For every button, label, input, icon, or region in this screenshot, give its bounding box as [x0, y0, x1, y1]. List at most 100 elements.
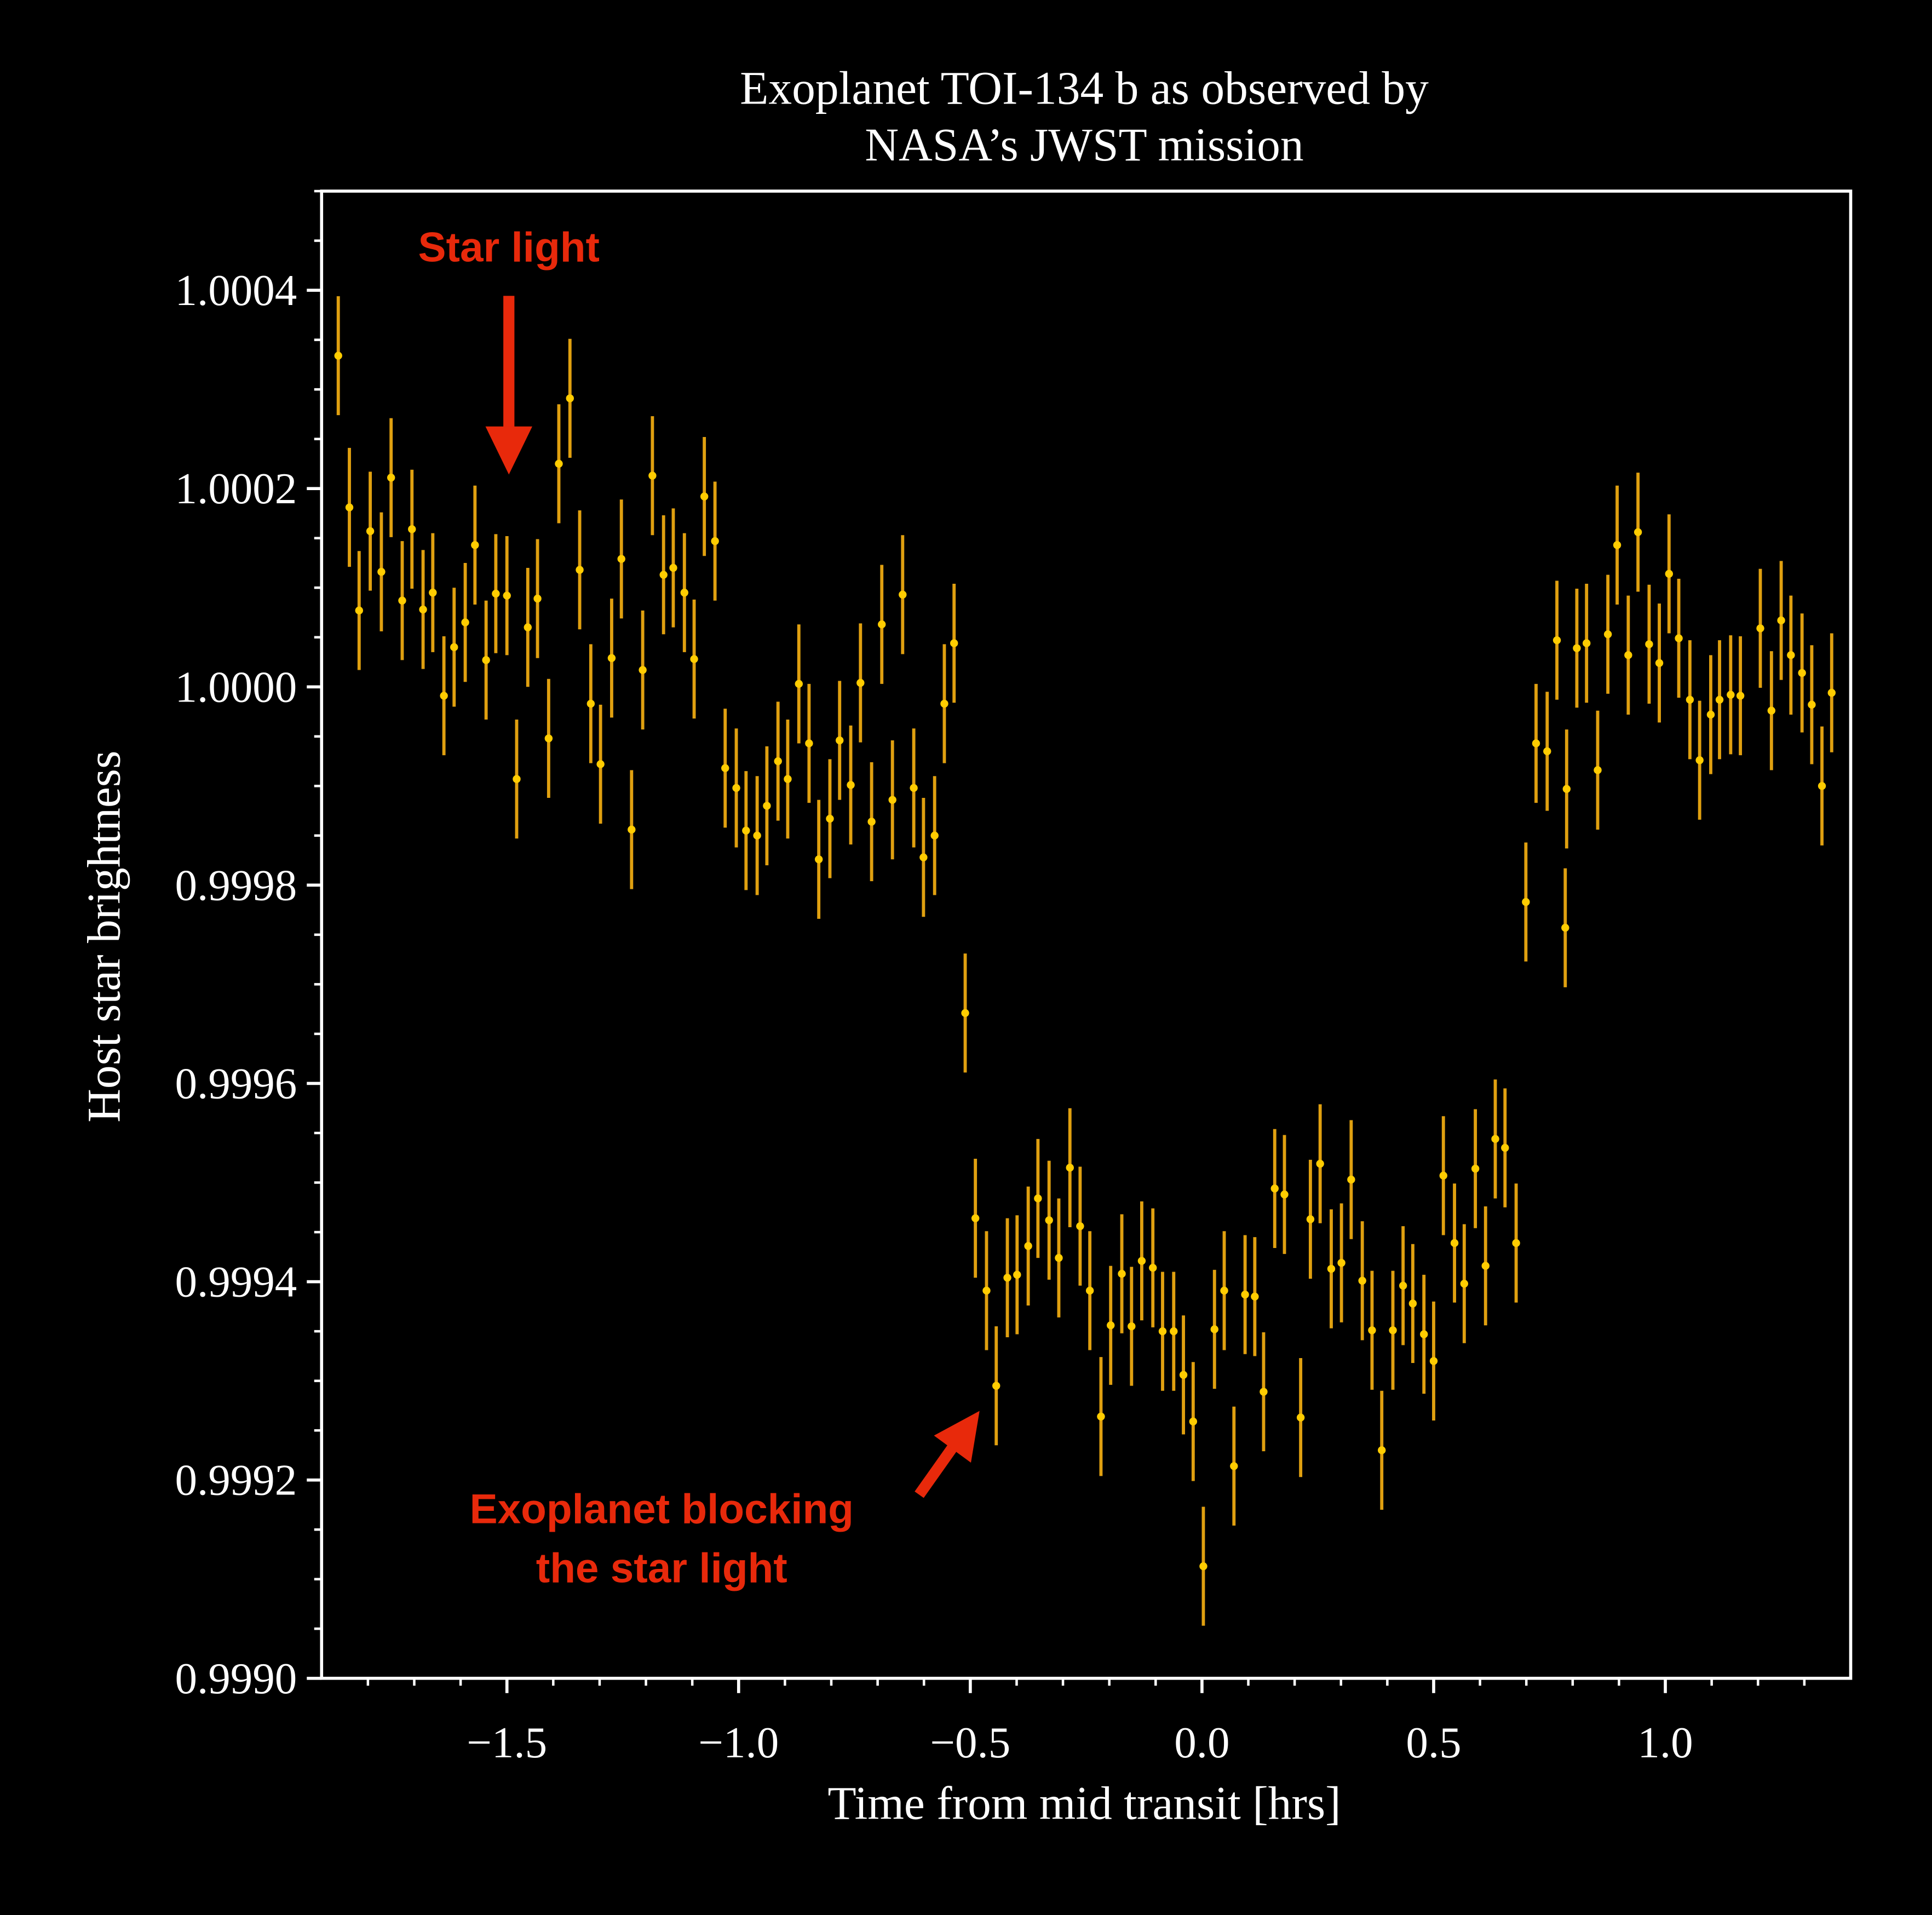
- data-point: [607, 654, 616, 662]
- data-point: [888, 796, 896, 804]
- data-point: [1306, 1215, 1315, 1223]
- data-point: [355, 606, 363, 615]
- data-point: [1296, 1413, 1305, 1422]
- data-point: [784, 775, 792, 783]
- data-point: [1594, 766, 1602, 774]
- data-point: [774, 757, 782, 766]
- data-point: [690, 655, 698, 663]
- chart-title: Exoplanet TOI-134 b as observed by: [740, 62, 1429, 114]
- annotations: [485, 296, 980, 1498]
- data-point: [795, 680, 803, 688]
- data-point: [763, 802, 771, 810]
- data-point: [1655, 659, 1664, 667]
- data-point: [1501, 1143, 1509, 1152]
- data-point: [1149, 1264, 1157, 1272]
- data-point: [1118, 1269, 1126, 1278]
- data-point: [867, 818, 876, 826]
- data-point: [1715, 695, 1724, 704]
- x-tick-label: −1.5: [467, 1718, 547, 1767]
- chart-title: NASA’s JWST mission: [865, 119, 1303, 171]
- data-point: [847, 781, 855, 789]
- data-point: [1727, 691, 1735, 699]
- data-point: [1532, 739, 1540, 747]
- data-point: [1408, 1299, 1417, 1308]
- data-point: [596, 760, 605, 768]
- data-point: [1097, 1412, 1105, 1421]
- data-point: [940, 699, 948, 708]
- data-point: [992, 1382, 1001, 1390]
- y-tick-label: 1.0000: [175, 662, 297, 711]
- data-point: [711, 537, 719, 545]
- data-point: [1429, 1357, 1438, 1365]
- y-tick-label: 0.9996: [175, 1059, 297, 1108]
- data-point: [982, 1286, 991, 1295]
- x-tick-label: −0.5: [930, 1718, 1010, 1767]
- data-point: [680, 589, 688, 597]
- data-point: [1199, 1562, 1208, 1571]
- data-point: [1777, 616, 1785, 625]
- annotation-arrow: [915, 1441, 960, 1498]
- x-tick-label: 0.0: [1174, 1718, 1229, 1767]
- data-point: [1624, 651, 1632, 659]
- annotation-arrow-head: [934, 1411, 980, 1463]
- data-point: [669, 563, 677, 572]
- data-point: [345, 503, 354, 511]
- data-point: [1210, 1325, 1218, 1333]
- data-point: [1481, 1262, 1490, 1270]
- data-point: [1085, 1286, 1094, 1295]
- data-point: [1024, 1242, 1032, 1250]
- data-point: [398, 596, 406, 605]
- data-point: [482, 656, 490, 664]
- data-point: [1066, 1164, 1074, 1172]
- data-point: [1491, 1135, 1499, 1143]
- data-point: [1706, 710, 1715, 719]
- data-point: [366, 527, 375, 536]
- data-point: [617, 555, 625, 563]
- data-point: [1553, 636, 1561, 645]
- data-point: [1220, 1286, 1228, 1295]
- plot-area: [334, 296, 1836, 1626]
- data-point: [1665, 570, 1674, 578]
- y-tick-label: 0.9998: [175, 860, 297, 910]
- data-point: [878, 620, 886, 629]
- data-point: [513, 775, 521, 783]
- data-point: [503, 591, 511, 600]
- data-point: [1045, 1216, 1053, 1224]
- data-point: [1634, 528, 1642, 537]
- data-point: [742, 826, 750, 835]
- data-point: [1420, 1330, 1428, 1338]
- data-point: [971, 1214, 980, 1222]
- data-point: [639, 666, 647, 674]
- data-point: [700, 492, 709, 501]
- data-point: [1522, 898, 1530, 906]
- data-point: [1439, 1171, 1447, 1180]
- data-point: [576, 566, 584, 574]
- data-point: [659, 571, 668, 579]
- y-tick-label: 1.0004: [175, 266, 297, 315]
- data-point: [440, 692, 448, 700]
- data-point: [461, 618, 469, 626]
- data-point: [429, 589, 437, 597]
- data-point: [1471, 1164, 1480, 1173]
- data-point: [334, 352, 342, 360]
- data-point: [1358, 1276, 1366, 1285]
- data-point: [533, 594, 542, 603]
- x-tick-label: 1.0: [1637, 1718, 1693, 1767]
- data-point: [1034, 1194, 1042, 1203]
- data-point: [1158, 1327, 1167, 1336]
- data-point: [805, 739, 813, 747]
- data-point: [732, 784, 740, 792]
- data-point: [586, 699, 595, 708]
- data-point: [1787, 651, 1795, 659]
- data-point: [1316, 1159, 1324, 1168]
- data-point: [1798, 669, 1806, 677]
- data-point: [1450, 1239, 1459, 1247]
- data-point: [1561, 924, 1569, 932]
- data-point: [1583, 639, 1591, 647]
- data-point: [856, 678, 865, 687]
- data-point: [930, 831, 939, 840]
- annotation: Exoplanet blocking: [470, 1486, 854, 1532]
- data-point: [1003, 1274, 1011, 1282]
